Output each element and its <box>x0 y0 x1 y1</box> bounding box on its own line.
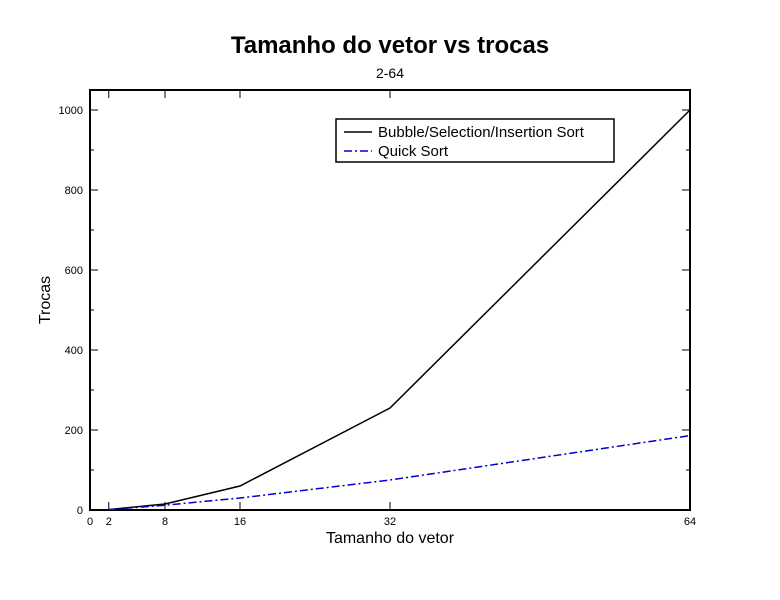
y-tick-label: 200 <box>65 425 83 437</box>
y-tick-label: 800 <box>65 185 83 197</box>
y-tick-label: 0 <box>77 505 83 517</box>
series-line-1 <box>108 109 691 511</box>
x-tick-label: 32 <box>384 516 396 528</box>
series-line-2 <box>108 434 691 511</box>
chart-subtitle: 2-64 <box>376 65 404 81</box>
x-tick-label: 8 <box>162 516 168 528</box>
y-tick-label: 600 <box>65 265 83 277</box>
y-tick-label: 1000 <box>59 105 83 117</box>
x-axis-label: Tamanho do vetor <box>326 530 455 547</box>
legend-box <box>335 118 615 163</box>
x-tick-label: 16 <box>234 516 246 528</box>
y-axis-label: Trocas <box>37 276 54 324</box>
legend-label-1: Bubble/Selection/Insertion Sort <box>378 124 585 141</box>
y-axis-ticks: 0 200 400 600 800 1000 <box>59 105 690 517</box>
x-tick-label: 2 <box>106 516 112 528</box>
y-tick-label: 400 <box>65 345 83 357</box>
x-tick-label: 0 <box>87 516 93 528</box>
x-axis-ticks: 0 2 8 16 32 64 <box>87 90 696 528</box>
legend: Bubble/Selection/Insertion Sort Quick Sor… <box>335 118 615 163</box>
chart-title: Tamanho do vetor vs trocas <box>231 32 549 59</box>
series-layer <box>108 109 691 511</box>
x-tick-label: 64 <box>684 516 696 528</box>
legend-label-2: Quick Sort <box>378 143 449 160</box>
